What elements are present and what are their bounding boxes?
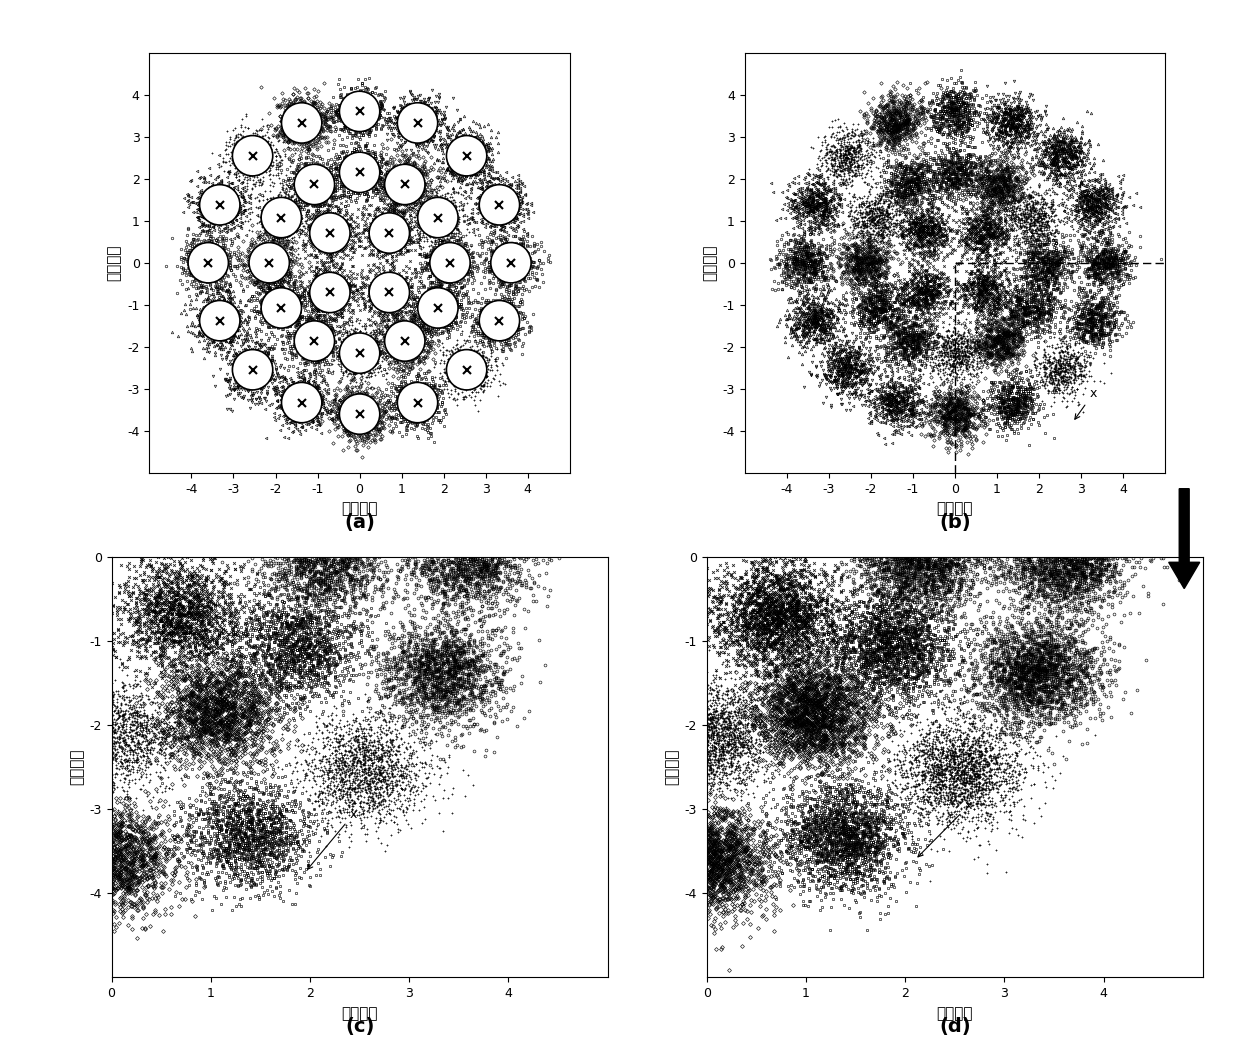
Text: x: x	[308, 807, 357, 869]
Circle shape	[262, 198, 301, 238]
Circle shape	[310, 272, 350, 312]
Y-axis label: 正交分量: 正交分量	[69, 749, 84, 785]
Circle shape	[384, 321, 425, 362]
Y-axis label: 正交分量: 正交分量	[702, 245, 717, 281]
Text: x: x	[1075, 387, 1096, 419]
Circle shape	[340, 333, 379, 373]
Circle shape	[340, 91, 379, 131]
Circle shape	[370, 213, 409, 253]
Circle shape	[281, 383, 322, 423]
Circle shape	[200, 301, 241, 341]
Circle shape	[281, 103, 322, 143]
Circle shape	[188, 243, 228, 283]
Circle shape	[418, 198, 458, 238]
Circle shape	[200, 185, 241, 225]
Text: x: x	[918, 799, 972, 857]
Text: (a): (a)	[345, 513, 374, 532]
Circle shape	[232, 136, 273, 176]
Circle shape	[446, 136, 487, 176]
Circle shape	[294, 321, 335, 362]
Circle shape	[479, 185, 520, 225]
Text: R: R	[425, 240, 448, 259]
Circle shape	[262, 288, 301, 328]
Circle shape	[397, 103, 438, 143]
X-axis label: 同相分量: 同相分量	[936, 1006, 973, 1021]
Text: (d): (d)	[939, 1017, 971, 1036]
Circle shape	[310, 213, 350, 253]
Y-axis label: 正交分量: 正交分量	[107, 245, 122, 281]
Circle shape	[294, 164, 335, 205]
Circle shape	[249, 243, 289, 283]
Circle shape	[479, 301, 520, 341]
Circle shape	[384, 164, 425, 205]
Circle shape	[232, 350, 273, 390]
X-axis label: 同相分量: 同相分量	[936, 501, 973, 516]
X-axis label: 同相分量: 同相分量	[341, 1006, 378, 1021]
Y-axis label: 正交分量: 正交分量	[665, 749, 680, 785]
Text: (c): (c)	[345, 1017, 374, 1036]
Circle shape	[340, 152, 379, 192]
Circle shape	[430, 243, 470, 283]
Circle shape	[418, 288, 458, 328]
Circle shape	[370, 272, 409, 312]
Text: (b): (b)	[939, 513, 971, 532]
Circle shape	[340, 394, 379, 434]
Circle shape	[397, 383, 438, 423]
Circle shape	[446, 350, 487, 390]
Circle shape	[491, 243, 531, 283]
X-axis label: 同相分量: 同相分量	[341, 501, 378, 516]
